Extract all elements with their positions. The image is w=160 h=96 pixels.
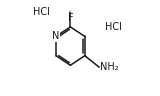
Text: N: N bbox=[52, 31, 60, 41]
Text: F: F bbox=[68, 13, 74, 23]
Text: HCl: HCl bbox=[105, 22, 122, 32]
Text: NH₂: NH₂ bbox=[100, 62, 119, 72]
Text: HCl: HCl bbox=[33, 7, 50, 17]
